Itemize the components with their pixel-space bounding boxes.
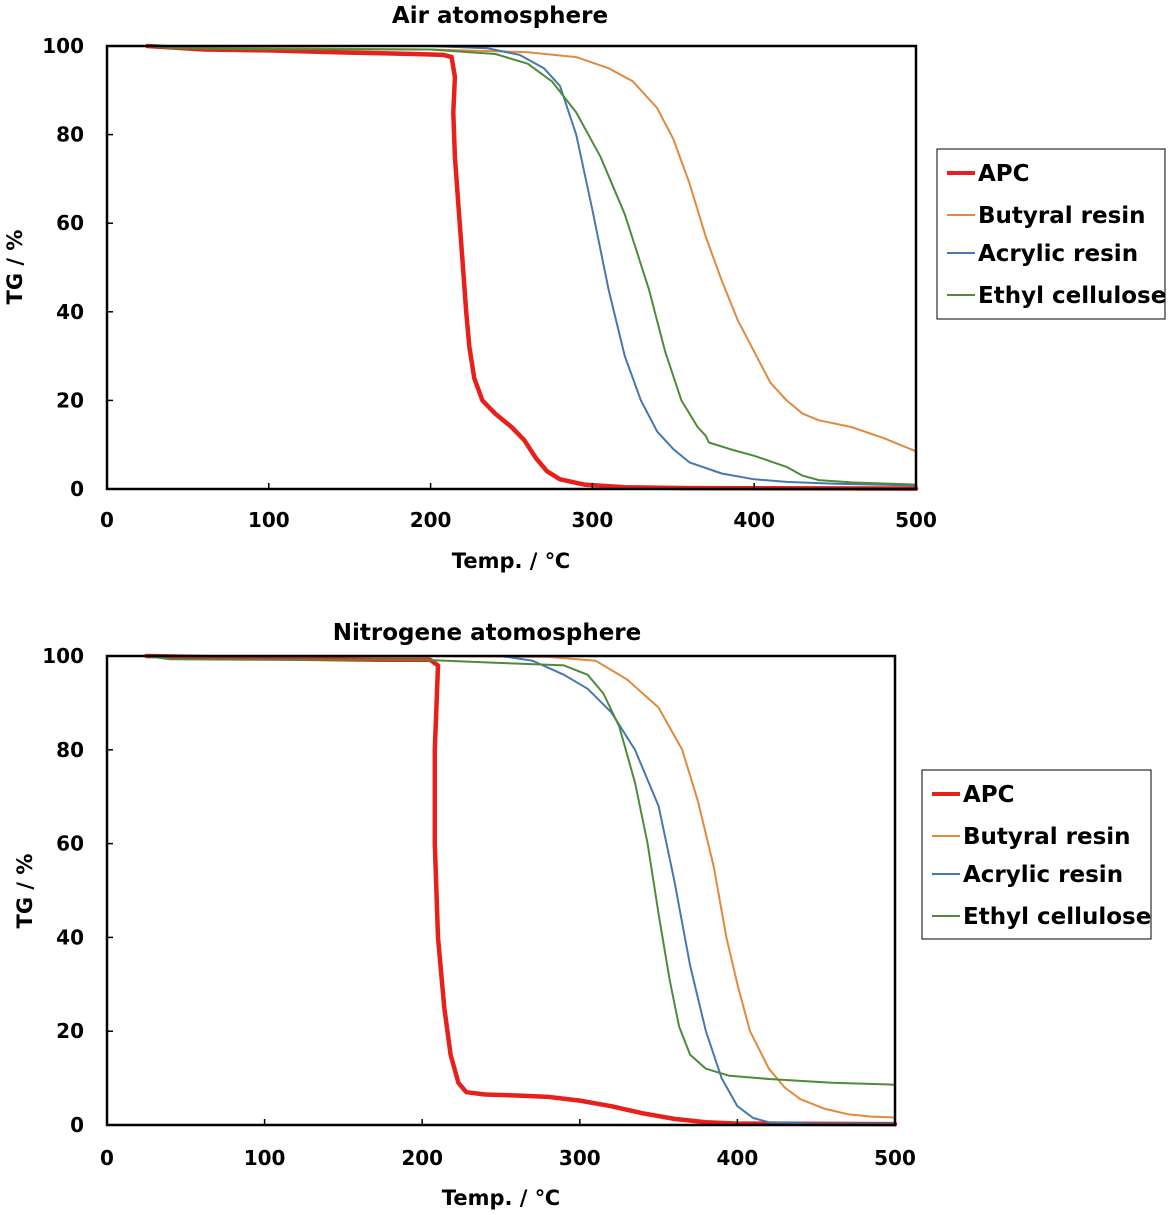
y-tick-label: 20: [56, 388, 84, 412]
legend: APC Butyral resin Acrylic resin Ethyl cellu…: [921, 769, 1152, 940]
legend-label: Ethyl cellulose: [978, 283, 1166, 309]
x-tick-label: 300: [559, 1146, 601, 1170]
legend-label: Acrylic resin: [978, 241, 1138, 267]
legend-label: Butyral resin: [978, 203, 1146, 229]
y-tick-label: 100: [42, 34, 84, 58]
legend-label: APC: [978, 161, 1030, 187]
y-tick-label: 0: [70, 477, 84, 501]
y-tick-label: 20: [56, 1019, 84, 1043]
x-tick-label: 500: [874, 1146, 916, 1170]
legend-box: [936, 148, 1166, 320]
y-tick-label: 60: [56, 211, 84, 235]
y-tick-label: 60: [56, 832, 84, 856]
x-tick-label: 0: [100, 1146, 114, 1170]
x-tick-label: 100: [244, 1146, 286, 1170]
series-line-1: [146, 45, 917, 453]
y-tick-label: 40: [56, 300, 84, 324]
series-line-2: [145, 655, 896, 1125]
legend-box: [921, 769, 1152, 940]
legend: APC Butyral resin Acrylic resin Ethyl cellu…: [936, 148, 1166, 320]
plot-frame: [105, 44, 918, 491]
plot-area: 0 100 200 300 400 500 0 20 40 60 80 100: [42, 644, 916, 1170]
legend-label: Butyral resin: [963, 824, 1131, 850]
legend-label: APC: [963, 782, 1015, 808]
series-line-1: [145, 655, 896, 1119]
x-tick-label: 400: [717, 1146, 759, 1170]
y-tick-label: 100: [42, 644, 84, 668]
plot-frame: [105, 654, 897, 1127]
x-tick-label: 400: [733, 508, 775, 532]
y-axis-label: TG / %: [3, 230, 27, 305]
chart-nitrogen: Nitrogene atomosphere 0 100 200 300 400 500 0 2…: [13, 620, 1152, 1210]
x-tick-label: 200: [410, 508, 452, 532]
y-tick-label: 80: [56, 123, 84, 147]
y-axis-label: TG / %: [13, 854, 37, 929]
x-tick-label: 100: [248, 508, 290, 532]
x-tick-label: 200: [401, 1146, 443, 1170]
series-line-0: [144, 653, 898, 1127]
y-tick-label: 80: [56, 738, 84, 762]
legend-label: Acrylic resin: [963, 862, 1123, 888]
x-tick-label: 0: [100, 508, 114, 532]
chart-air: Air atomosphere 0 100 200 300 400 500 0 20 40 60 8…: [3, 3, 1166, 573]
x-axis-label: Temp. / ℃: [452, 549, 570, 573]
x-axis-label: Temp. / ℃: [442, 1186, 560, 1210]
plot-area: 0 100 200 300 400 500 0 20 40 60 80 100: [42, 34, 937, 532]
series-line-0: [145, 43, 919, 491]
series-line-2: [146, 45, 917, 487]
series-line-3: [145, 655, 896, 1086]
y-tick-label: 40: [56, 925, 84, 949]
series-line-3: [146, 45, 917, 486]
y-tick-label: 0: [70, 1113, 84, 1137]
legend-label: Ethyl cellulose: [963, 904, 1151, 930]
chart-title: Air atomosphere: [392, 3, 608, 29]
chart-title: Nitrogene atomosphere: [333, 620, 641, 646]
x-tick-label: 500: [895, 508, 937, 532]
x-tick-label: 300: [572, 508, 614, 532]
